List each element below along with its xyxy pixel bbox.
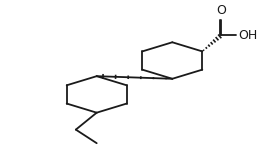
Text: O: O [216,4,226,17]
Text: OH: OH [238,29,257,42]
